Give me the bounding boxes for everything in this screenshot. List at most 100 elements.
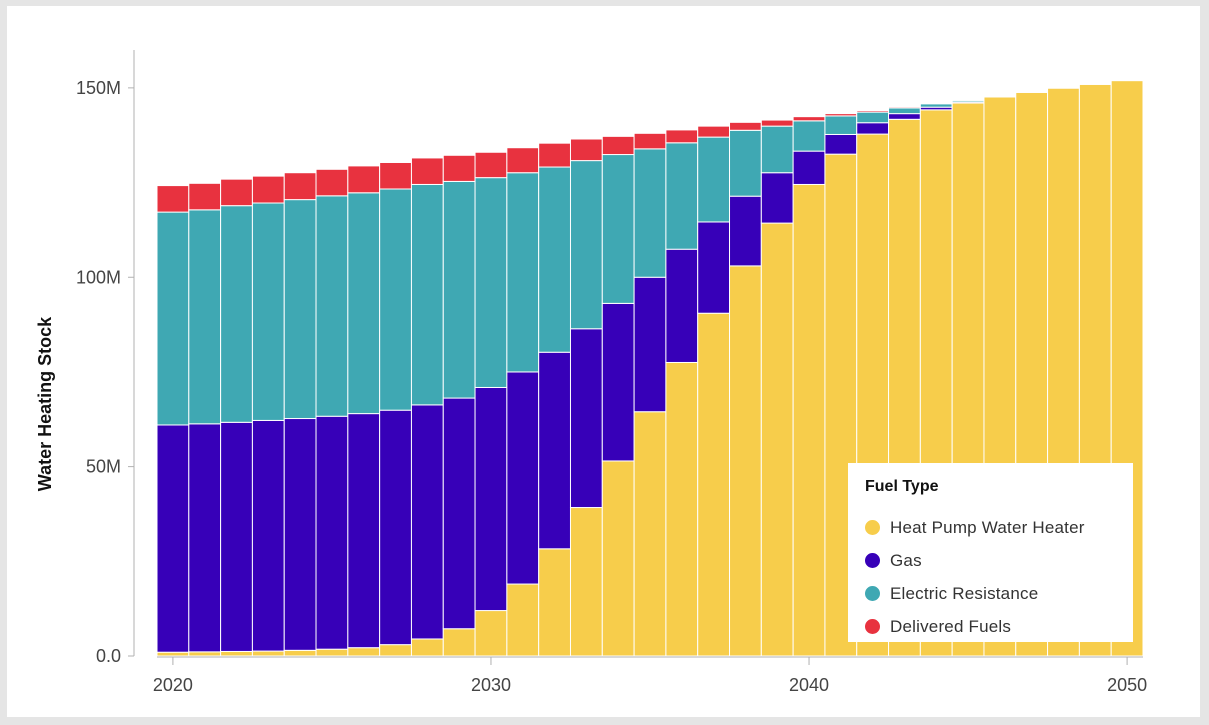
bar-segment-2035-series-2 bbox=[633, 148, 667, 278]
bar-segment-2023-series-1 bbox=[251, 419, 285, 652]
bar-segment-2022-series-3 bbox=[220, 178, 253, 207]
y-tick-label-100M: 100M bbox=[76, 267, 121, 287]
bar-segment-2044-series-3 bbox=[919, 102, 953, 105]
bar-segment-2042-series-2 bbox=[856, 111, 890, 124]
legend-swatch-0 bbox=[865, 520, 880, 535]
bar-segment-2024-series-0 bbox=[283, 649, 317, 657]
bar-segment-2027-series-3 bbox=[379, 161, 412, 190]
bar-segment-2036-series-2 bbox=[665, 142, 699, 250]
bar-segment-2032-series-0 bbox=[538, 548, 571, 657]
bar-segment-2046-series-2 bbox=[983, 94, 1017, 97]
legend-item-0: Heat Pump Water Heater bbox=[865, 511, 1133, 544]
x-tick-label-2030: 2030 bbox=[471, 675, 511, 695]
bar-segment-2028-series-3 bbox=[410, 157, 444, 185]
bar-segment-2021-series-0 bbox=[188, 651, 222, 657]
bar-segment-2034-series-2 bbox=[601, 154, 635, 304]
y-tick-label-0.0: 0.0 bbox=[96, 646, 121, 666]
x-tick-label-2050: 2050 bbox=[1107, 675, 1147, 695]
bar-segment-2037-series-0 bbox=[697, 312, 731, 657]
y-axis-title: Water Heating Stock bbox=[35, 316, 55, 491]
bar-segment-2033-series-3 bbox=[569, 138, 603, 162]
bar-segment-2023-series-2 bbox=[251, 202, 285, 421]
bar-segment-2027-series-1 bbox=[379, 409, 412, 646]
bar-segment-2025-series-2 bbox=[315, 195, 349, 417]
bar-segment-2031-series-0 bbox=[506, 583, 540, 657]
bar-segment-2021-series-3 bbox=[188, 182, 222, 211]
bar-segment-2047-series-2 bbox=[1015, 91, 1049, 93]
bar-segment-2037-series-3 bbox=[697, 125, 731, 138]
bar-segment-2044-series-2 bbox=[919, 103, 953, 108]
bar-segment-2020-series-1 bbox=[156, 424, 190, 653]
y-tick-label-150M: 150M bbox=[76, 78, 121, 98]
bar-segment-2021-series-2 bbox=[188, 209, 222, 425]
bar-segment-2022-series-2 bbox=[220, 205, 253, 423]
bar-segment-2030-series-0 bbox=[474, 610, 508, 657]
bar-segment-2037-series-2 bbox=[697, 136, 731, 223]
bar-segment-2040-series-2 bbox=[792, 120, 826, 152]
bar-segment-2031-series-3 bbox=[506, 147, 540, 174]
bar-segment-2033-series-2 bbox=[569, 160, 603, 330]
bar-segment-2042-series-3 bbox=[856, 110, 890, 113]
bar-segment-2032-series-1 bbox=[538, 351, 571, 550]
x-tick-label-2040: 2040 bbox=[789, 675, 829, 695]
legend: Fuel Type Heat Pump Water Heater Gas Elect… bbox=[848, 463, 1133, 642]
legend-label-0: Heat Pump Water Heater bbox=[890, 517, 1085, 537]
bar-segment-2043-series-1 bbox=[888, 113, 921, 120]
legend-item-3: Delivered Fuels bbox=[865, 610, 1133, 643]
bar-segment-2021-series-1 bbox=[188, 423, 222, 653]
bar-segment-2030-series-1 bbox=[474, 386, 508, 612]
bar-segment-2038-series-1 bbox=[729, 195, 762, 267]
legend-title: Fuel Type bbox=[865, 478, 939, 495]
bar-segment-2036-series-0 bbox=[665, 361, 699, 657]
legend-items: Heat Pump Water Heater Gas Electric Resist… bbox=[865, 511, 1133, 643]
bar-segment-2035-series-1 bbox=[633, 276, 667, 413]
bar-segment-2033-series-1 bbox=[569, 328, 603, 509]
legend-swatch-2 bbox=[865, 586, 880, 601]
bar-segment-2040-series-3 bbox=[792, 116, 826, 122]
legend-label-1: Gas bbox=[890, 550, 922, 570]
bar-segment-2022-series-0 bbox=[220, 650, 253, 657]
bar-segment-2040-series-0 bbox=[792, 183, 826, 657]
bar-segment-2026-series-1 bbox=[347, 413, 381, 649]
bar-segment-2027-series-2 bbox=[379, 188, 412, 411]
bar-segment-2036-series-1 bbox=[665, 248, 699, 363]
bar-segment-2039-series-2 bbox=[760, 125, 794, 174]
bar-segment-2020-series-3 bbox=[156, 185, 190, 213]
bar-segment-2035-series-0 bbox=[633, 411, 667, 657]
bar-segment-2020-series-2 bbox=[156, 211, 190, 426]
bar-segment-2024-series-1 bbox=[283, 418, 317, 651]
legend-label-2: Electric Resistance bbox=[890, 583, 1039, 603]
bar-segment-2038-series-3 bbox=[729, 121, 762, 131]
legend-item-2: Electric Resistance bbox=[865, 577, 1133, 610]
bar-segment-2042-series-1 bbox=[856, 122, 890, 135]
legend-item-1: Gas bbox=[865, 544, 1133, 577]
bar-segment-2033-series-0 bbox=[569, 507, 603, 657]
bar-segment-2041-series-1 bbox=[824, 133, 858, 155]
bar-segment-2028-series-2 bbox=[410, 183, 444, 406]
bar-segment-2037-series-1 bbox=[697, 221, 731, 314]
chart-panel: 0.0 50M 100M 150M 2020 2030 2040 2050 Water Hea… bbox=[7, 6, 1200, 717]
bar-segment-2023-series-0 bbox=[251, 650, 285, 657]
bar-segment-2034-series-0 bbox=[601, 460, 635, 657]
legend-label-3: Delivered Fuels bbox=[890, 616, 1012, 636]
legend-swatch-3 bbox=[865, 619, 880, 634]
bar-segment-2025-series-0 bbox=[315, 648, 349, 657]
bar-segment-2043-series-3 bbox=[888, 106, 921, 109]
bar-segment-2025-series-3 bbox=[315, 168, 349, 197]
bar-segment-2036-series-3 bbox=[665, 129, 699, 144]
axes-layer: 0.0 50M 100M 150M 2020 2030 2040 2050 bbox=[76, 50, 1147, 695]
bar-segment-2030-series-3 bbox=[474, 151, 508, 179]
bar-segment-2027-series-0 bbox=[379, 644, 412, 657]
bar-segment-2032-series-3 bbox=[538, 142, 571, 168]
bar-segment-2031-series-2 bbox=[506, 172, 540, 373]
bar-segment-2034-series-1 bbox=[601, 302, 635, 462]
bar-segment-2034-series-3 bbox=[601, 135, 635, 156]
bar-segment-2039-series-0 bbox=[760, 222, 794, 657]
bar-segment-2025-series-1 bbox=[315, 415, 349, 650]
bar-segment-2041-series-2 bbox=[824, 115, 858, 135]
bar-segment-2038-series-0 bbox=[729, 265, 762, 657]
legend-swatch-1 bbox=[865, 553, 880, 568]
bar-segment-2040-series-1 bbox=[792, 150, 826, 185]
y-tick-label-50M: 50M bbox=[86, 457, 121, 477]
bar-segment-2032-series-2 bbox=[538, 166, 571, 353]
